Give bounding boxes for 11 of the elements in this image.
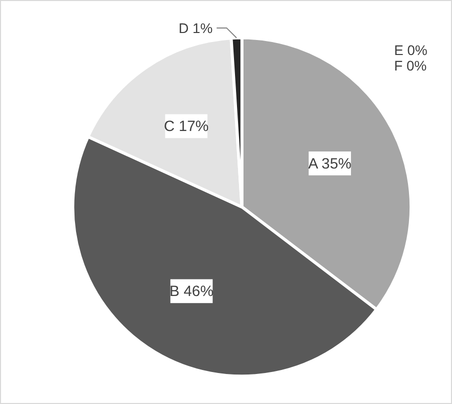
slice-label: C [164,118,179,135]
data-label: 17% [178,118,209,135]
slice-label: D [178,20,193,36]
text: 0% [406,58,427,74]
data-label: 35% [322,154,352,172]
slice-label: A [308,154,322,172]
category-label: E [394,42,404,58]
slice-label: B [170,282,184,300]
text: 0% [407,42,428,58]
category-label: F [394,58,403,74]
data-label: 1% [192,20,213,36]
